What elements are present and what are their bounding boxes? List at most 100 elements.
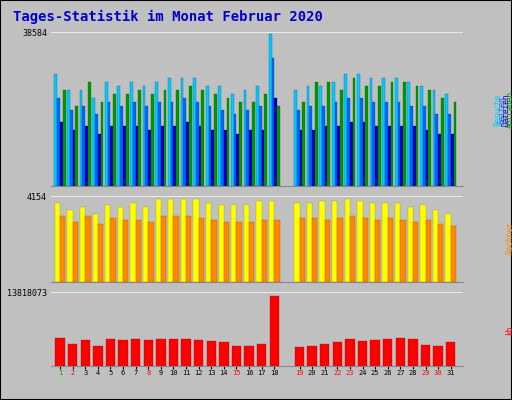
Bar xyxy=(105,339,115,366)
Bar xyxy=(155,82,158,186)
Bar xyxy=(294,203,300,282)
Bar xyxy=(156,199,161,282)
Bar xyxy=(375,220,380,282)
Bar xyxy=(108,102,111,186)
Bar xyxy=(391,82,393,186)
Bar xyxy=(237,134,239,186)
Bar xyxy=(174,126,176,186)
Bar xyxy=(145,106,148,186)
Bar xyxy=(67,90,70,186)
Bar xyxy=(319,201,325,282)
Bar xyxy=(400,220,406,282)
Bar xyxy=(320,344,329,366)
Bar xyxy=(143,208,148,282)
Bar xyxy=(68,344,77,366)
Bar xyxy=(403,82,406,186)
Bar xyxy=(271,58,274,186)
Bar xyxy=(170,102,174,186)
Bar xyxy=(151,94,154,186)
Bar xyxy=(118,208,123,282)
Bar xyxy=(395,78,397,186)
Bar xyxy=(307,86,309,186)
Bar xyxy=(345,74,347,186)
Bar xyxy=(259,106,262,186)
Bar xyxy=(445,214,451,282)
Bar xyxy=(302,102,305,186)
Bar xyxy=(123,126,126,186)
Bar xyxy=(93,214,98,282)
Bar xyxy=(168,199,174,282)
Bar xyxy=(80,340,90,366)
Bar xyxy=(333,342,342,366)
Bar xyxy=(143,340,153,366)
Bar xyxy=(274,98,277,186)
Bar xyxy=(328,82,330,186)
Bar xyxy=(211,220,217,282)
Bar xyxy=(136,126,138,186)
Bar xyxy=(55,338,65,366)
Bar xyxy=(420,86,423,186)
Bar xyxy=(221,110,224,186)
Bar xyxy=(244,205,249,282)
Bar xyxy=(231,94,233,186)
Bar xyxy=(350,216,355,282)
Bar xyxy=(370,78,372,186)
Bar xyxy=(206,203,211,282)
Bar xyxy=(239,102,242,186)
Bar xyxy=(80,208,85,282)
Bar xyxy=(312,130,315,186)
Bar xyxy=(353,78,355,186)
Bar xyxy=(70,110,73,186)
Bar xyxy=(130,82,133,186)
Bar xyxy=(249,130,252,186)
Bar xyxy=(211,130,214,186)
Bar xyxy=(54,74,57,186)
Bar xyxy=(85,126,88,186)
Bar xyxy=(383,339,393,366)
Bar xyxy=(337,218,343,282)
Bar xyxy=(224,130,227,186)
Text: Tages-Statistik im Monat Februar 2020: Tages-Statistik im Monat Februar 2020 xyxy=(13,10,323,24)
Bar xyxy=(181,339,191,366)
Bar xyxy=(143,86,145,186)
Bar xyxy=(158,102,161,186)
Bar xyxy=(174,216,179,282)
Bar xyxy=(269,201,274,282)
Bar xyxy=(451,134,454,186)
Bar xyxy=(161,216,166,282)
Bar xyxy=(357,74,360,186)
Bar xyxy=(307,203,312,282)
Bar xyxy=(451,226,456,282)
Bar xyxy=(133,102,136,186)
Bar xyxy=(345,199,350,282)
Bar xyxy=(75,106,78,186)
Bar xyxy=(196,102,199,186)
Bar xyxy=(88,82,91,186)
Bar xyxy=(189,86,191,186)
Bar xyxy=(57,98,60,186)
Bar xyxy=(233,114,237,186)
Bar xyxy=(194,199,199,282)
Bar xyxy=(438,224,443,282)
Bar xyxy=(429,90,431,186)
Bar xyxy=(277,106,280,186)
Bar xyxy=(73,222,78,282)
Bar xyxy=(448,114,451,186)
Bar xyxy=(201,90,204,186)
Bar xyxy=(382,203,388,282)
Bar xyxy=(319,86,322,186)
Bar xyxy=(270,296,279,366)
Bar xyxy=(433,90,435,186)
Bar xyxy=(345,339,355,366)
Bar xyxy=(232,346,241,366)
Text: Anfragen: Anfragen xyxy=(505,92,512,128)
Bar xyxy=(138,90,141,186)
Bar xyxy=(68,210,73,282)
Bar xyxy=(357,201,362,282)
Bar xyxy=(433,210,438,282)
Bar xyxy=(421,345,430,366)
Bar xyxy=(400,126,403,186)
Text: kb: kb xyxy=(505,325,512,335)
Bar xyxy=(360,98,362,186)
Bar xyxy=(257,344,266,366)
